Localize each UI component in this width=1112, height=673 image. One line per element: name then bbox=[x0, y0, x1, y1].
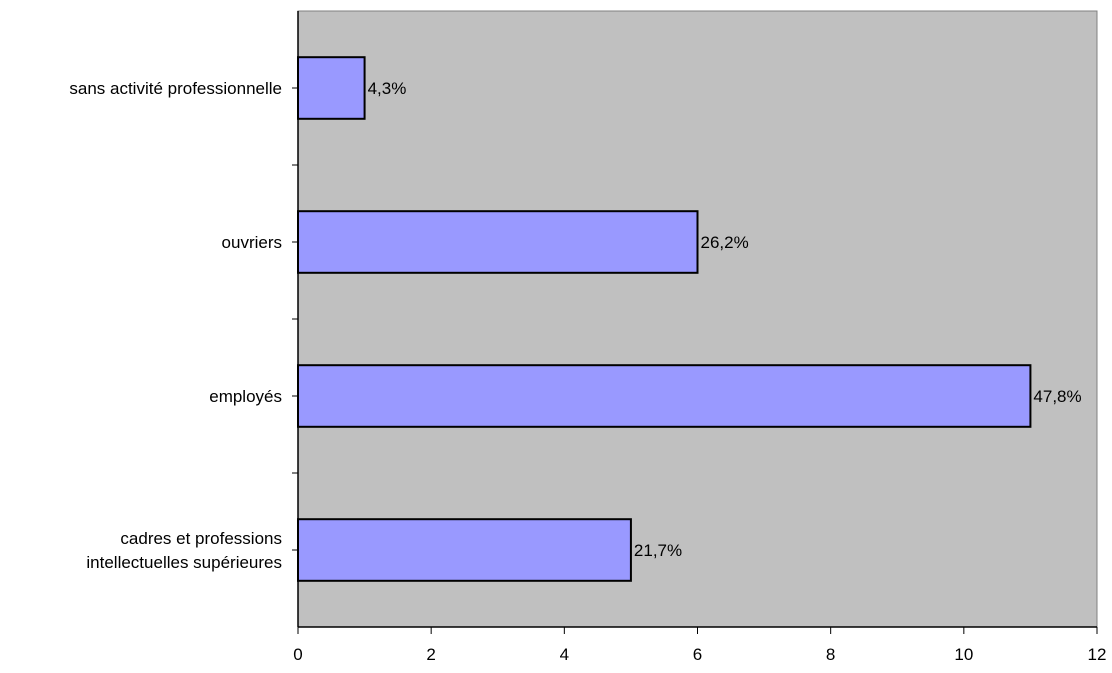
y-tick-label: cadres et professions intellectuelles sup… bbox=[86, 529, 282, 572]
x-tick-label: 0 bbox=[293, 645, 302, 664]
bar bbox=[297, 210, 699, 274]
bar bbox=[297, 364, 1032, 428]
y-tick-label: employés bbox=[209, 387, 282, 406]
data-label: 21,7% bbox=[634, 541, 682, 560]
bar bbox=[297, 518, 632, 582]
data-label: 47,8% bbox=[1033, 387, 1081, 406]
bars-group bbox=[297, 56, 1032, 582]
data-label: 4,3% bbox=[368, 79, 407, 98]
axes-group bbox=[292, 11, 1098, 634]
y-tick-label: ouvriers bbox=[222, 233, 282, 252]
y-tick-label: sans activité professionnelle bbox=[69, 79, 282, 98]
x-tick-label: 4 bbox=[560, 645, 569, 664]
x-tick-label: 12 bbox=[1088, 645, 1107, 664]
x-tick-label: 6 bbox=[693, 645, 702, 664]
x-tick-label: 8 bbox=[826, 645, 835, 664]
x-tick-label: 10 bbox=[954, 645, 973, 664]
x-tick-label: 2 bbox=[426, 645, 435, 664]
labels-group: 21,7% cadres et professions intellectuelle… bbox=[69, 79, 1106, 664]
data-label: 26,2% bbox=[701, 233, 749, 252]
bar bbox=[297, 56, 366, 120]
